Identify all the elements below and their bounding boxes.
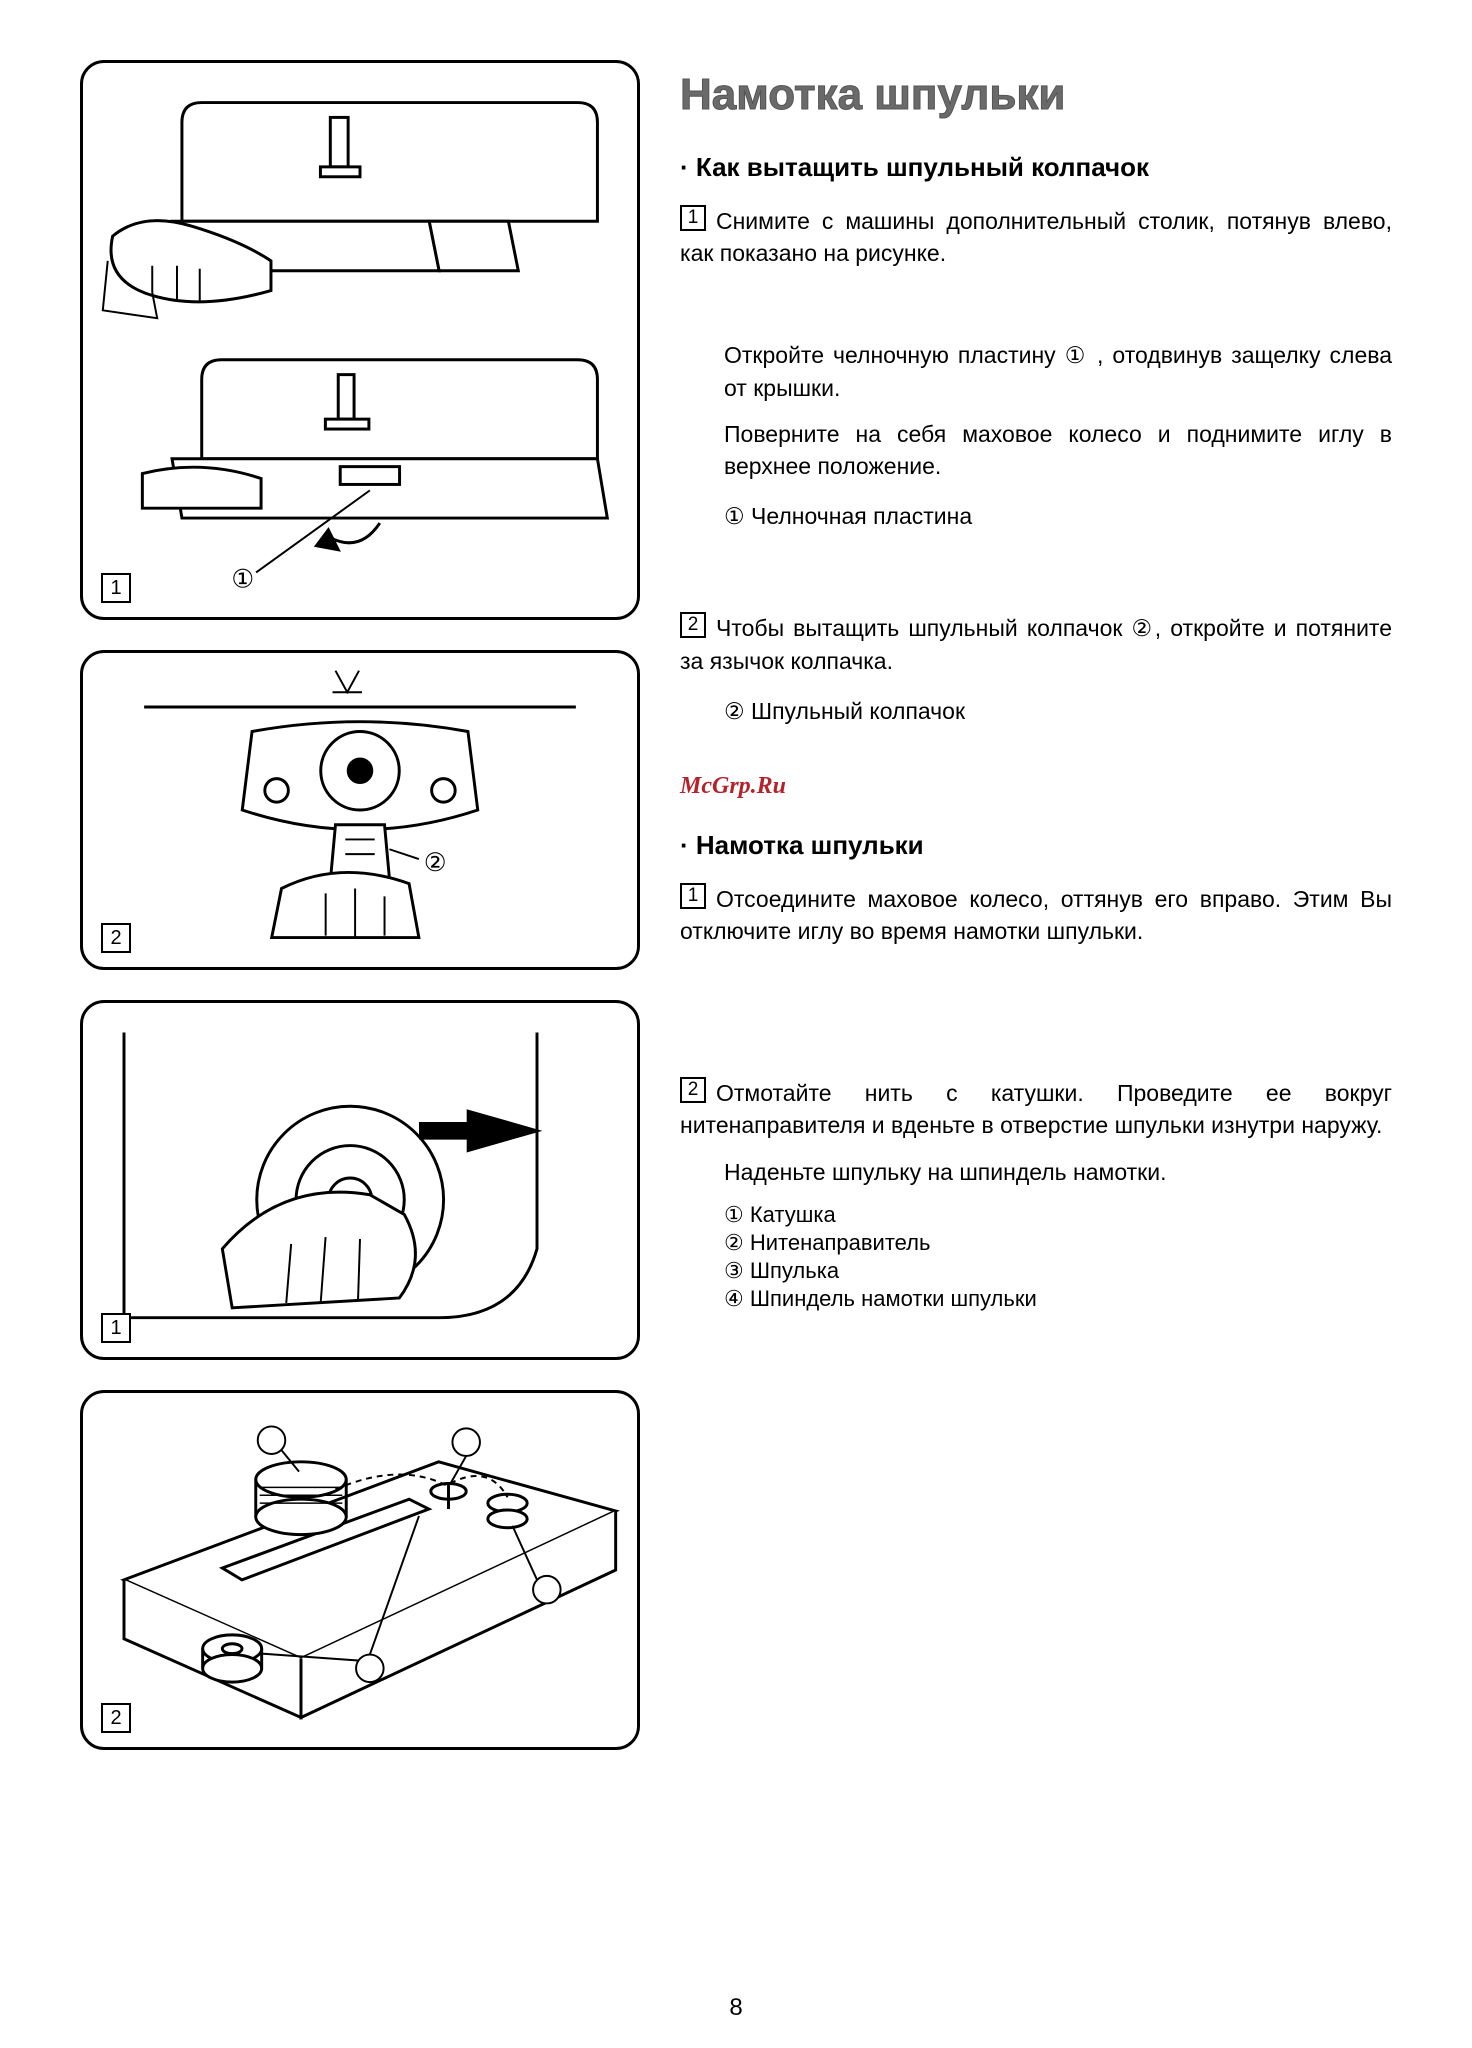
section1-step1: 1Снимите с машины дополнительный столик,… [680, 205, 1392, 269]
legend-2: ② Шпульный колпачок [680, 695, 1392, 727]
step-number-2: 2 [680, 612, 706, 638]
s2-step2-text-a: Отмотайте нить с катушки. Проведите ее в… [680, 1080, 1392, 1138]
legend-1: ① Челночная пластина [680, 500, 1392, 532]
figure-4: ① ③ ② ④ 2 [80, 1390, 640, 1750]
figure-3: 1 [80, 1000, 640, 1360]
page-title: Намотка шпульки [680, 70, 1392, 120]
s2-step-number-1: 1 [680, 883, 706, 909]
step-number-1: 1 [680, 205, 706, 231]
figure-3-number: 1 [101, 1313, 131, 1343]
section2-step2: 2Отмотайте нить с катушки. Проведите ее … [680, 1077, 1392, 1312]
watermark-text: McGrp.Ru [680, 773, 1392, 800]
section1-middle: Откройте челночную пластину ① , отодвину… [680, 339, 1392, 532]
figure2-callout-2: ② [424, 849, 447, 877]
figure-2: ② 2 [80, 650, 640, 970]
step2-text: Чтобы вытащить шпульный колпачок ②, откр… [680, 615, 1392, 673]
text-column: Намотка шпульки Как вытащить шпульный ко… [680, 60, 1392, 1750]
figure-1: ① 1 [80, 60, 640, 620]
section1-step2: 2Чтобы вытащить шпульный колпачок ②, отк… [680, 612, 1392, 727]
section2-heading: Намотка шпульки [680, 830, 1392, 861]
s2-step-number-2: 2 [680, 1077, 706, 1103]
section1-heading: Как вытащить шпульный колпачок [680, 152, 1392, 183]
section2-step1: 1Отсоедините маховое колесо, оттянув его… [680, 883, 1392, 947]
figure4-callout-3: ③ [458, 1433, 476, 1455]
manual-page: ① 1 [80, 60, 1392, 1750]
figure1-callout-1: ① [231, 565, 254, 593]
figure4-callout-1: ① [264, 1431, 282, 1453]
figure-2-number: 2 [101, 923, 131, 953]
figure4-callout-4: ④ [539, 1581, 557, 1603]
figure-1-number: 1 [101, 573, 131, 603]
page-number: 8 [729, 1994, 742, 2022]
step1-text: Снимите с машины дополнительный столик, … [680, 208, 1392, 266]
section2-legend: ① Катушка ② Нитенаправитель ③ Шпулька ④ … [680, 1202, 1392, 1312]
legend-item-1: ① Катушка [724, 1202, 1392, 1228]
legend-item-2: ② Нитенаправитель [724, 1230, 1392, 1256]
s2-step1-text: Отсоедините маховое колесо, оттянув его … [680, 886, 1392, 944]
figure4-callout-2: ② [362, 1659, 380, 1681]
figure-4-number: 2 [101, 1703, 131, 1733]
legend-item-3: ③ Шпулька [724, 1258, 1392, 1284]
s2-step2-text-b: Наденьте шпульку на шпиндель намотки. [680, 1156, 1392, 1188]
figures-column: ① 1 [80, 60, 640, 1750]
legend-item-4: ④ Шпиндель намотки шпульки [724, 1286, 1392, 1312]
mid-para-2: Поверните на себя маховое колесо и подни… [680, 418, 1392, 482]
mid-para-1: Откройте челночную пластину ① , отодвину… [680, 339, 1392, 403]
